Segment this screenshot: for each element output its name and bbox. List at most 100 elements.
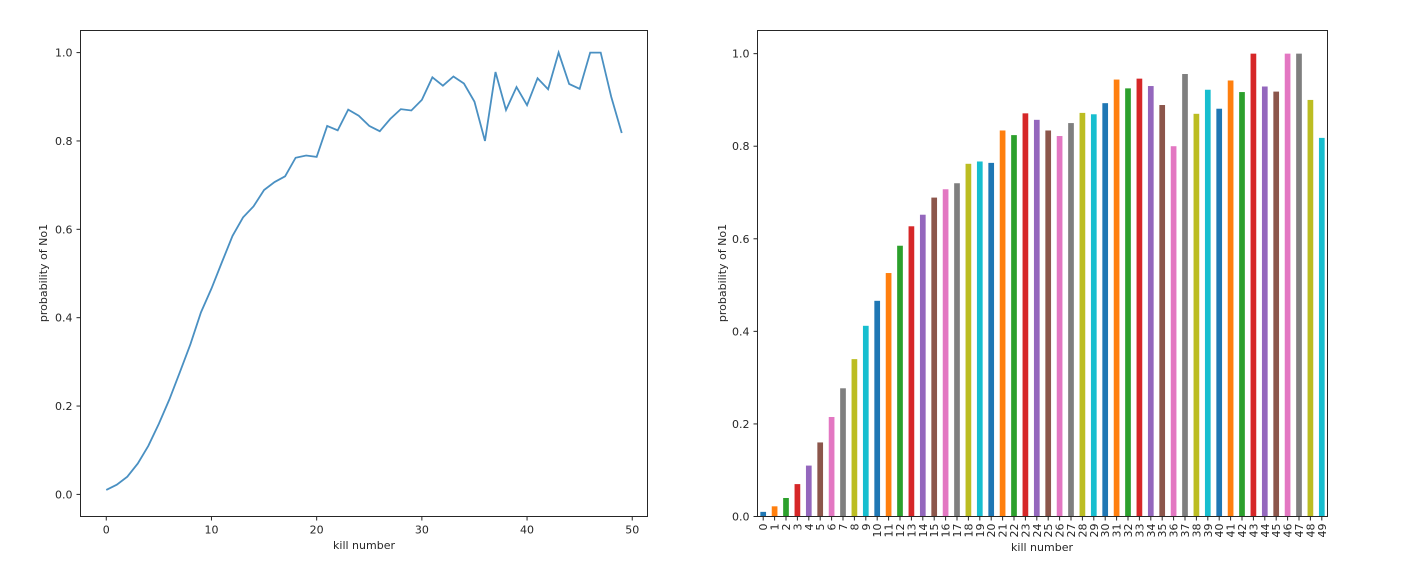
- bar: [1022, 113, 1029, 517]
- bar: [931, 197, 938, 517]
- bar: [1273, 91, 1280, 517]
- bar: [851, 359, 858, 517]
- x-tick-label: 2: [780, 524, 793, 531]
- x-tick-label: 24: [1031, 524, 1044, 538]
- bar: [771, 506, 778, 517]
- bar: [1011, 135, 1017, 517]
- bar: [1204, 89, 1211, 517]
- x-tick-label: 12: [894, 524, 907, 538]
- x-tick-label: 35: [1156, 524, 1169, 538]
- bar-chart-x-axis-label: kill number: [1011, 541, 1073, 554]
- bar: [897, 245, 903, 517]
- y-tick-label: 0.6: [55, 223, 73, 236]
- bar: [1159, 105, 1166, 517]
- x-tick-label: 19: [974, 524, 987, 538]
- bar: [1136, 78, 1143, 517]
- x-tick-label: 20: [985, 524, 998, 538]
- y-tick-label: 0.0: [55, 488, 73, 501]
- bar: [885, 273, 892, 517]
- y-tick-label: 1.0: [732, 48, 750, 61]
- x-tick-label: 22: [1008, 524, 1021, 538]
- y-tick-label: 0.4: [732, 325, 750, 338]
- bar: [874, 300, 881, 517]
- x-tick-label: 15: [928, 524, 941, 538]
- x-tick-label: 10: [204, 524, 218, 537]
- bar: [1033, 119, 1040, 517]
- x-tick-label: 33: [1133, 524, 1146, 538]
- bar: [817, 442, 824, 517]
- bar-chart: 0.00.20.40.60.81.0 012345678910111213141…: [716, 30, 1329, 554]
- x-tick-label: 11: [883, 524, 896, 538]
- x-tick-label: 26: [1054, 524, 1067, 538]
- x-tick-label: 48: [1304, 524, 1317, 538]
- bar: [999, 130, 1006, 517]
- x-tick-label: 40: [1213, 524, 1226, 538]
- x-tick-label: 7: [837, 524, 850, 531]
- y-tick-label: 0.2: [732, 418, 750, 431]
- x-tick-label: 30: [1099, 524, 1112, 538]
- x-tick-label: 47: [1293, 524, 1306, 538]
- bar: [988, 162, 995, 517]
- x-tick-label: 44: [1259, 524, 1272, 538]
- line-chart-frame: [80, 30, 648, 517]
- x-tick-label: 14: [917, 524, 930, 538]
- bar: [908, 226, 915, 517]
- line-chart-x-axis: 0 10 20 30 40 50: [103, 516, 639, 537]
- bar: [1182, 74, 1188, 517]
- bar-chart-frame: [757, 30, 1328, 517]
- bar: [840, 388, 846, 517]
- y-tick-label: 0.8: [732, 140, 750, 153]
- x-tick-label: 30: [415, 524, 429, 537]
- bar: [942, 189, 949, 517]
- bar: [828, 416, 835, 517]
- x-tick-label: 18: [962, 524, 975, 538]
- x-tick-label: 42: [1236, 524, 1249, 538]
- x-tick-label: 40: [520, 524, 534, 537]
- bar: [1318, 137, 1325, 517]
- bar: [1250, 53, 1257, 517]
- x-tick-label: 17: [951, 524, 964, 538]
- x-tick-label: 23: [1019, 524, 1032, 538]
- bar-chart-x-axis: 0123456789101112131415161718192021222324…: [757, 516, 1329, 538]
- x-tick-label: 41: [1225, 524, 1238, 538]
- x-tick-label: 27: [1065, 524, 1078, 538]
- x-tick-label: 29: [1088, 524, 1101, 538]
- x-tick-label: 0: [103, 524, 110, 537]
- x-tick-label: 50: [625, 524, 639, 537]
- x-tick-label: 39: [1202, 524, 1215, 538]
- y-tick-label: 0.8: [55, 135, 73, 148]
- bar: [1125, 88, 1131, 517]
- bar: [1045, 130, 1052, 517]
- x-tick-label: 32: [1122, 524, 1135, 538]
- y-tick-label: 0.6: [732, 233, 750, 246]
- bar: [1079, 112, 1086, 517]
- bar: [1284, 53, 1291, 517]
- x-tick-label: 31: [1111, 524, 1124, 538]
- x-tick-label: 46: [1282, 524, 1295, 538]
- bar: [1261, 86, 1268, 517]
- x-tick-label: 34: [1145, 524, 1158, 538]
- x-tick-label: 16: [940, 524, 953, 538]
- line-chart: 0.0 0.2 0.4 0.6 0.8 1.0 0 10 20 30 40 50 kill numb…: [37, 30, 648, 552]
- x-tick-label: 8: [848, 524, 861, 531]
- x-tick-label: 10: [871, 524, 884, 538]
- bar: [783, 497, 789, 517]
- x-tick-label: 0: [757, 524, 770, 531]
- bar: [1307, 99, 1314, 517]
- y-tick-label: 0.2: [55, 400, 73, 413]
- bar: [1216, 108, 1223, 517]
- y-tick-label: 0.0: [732, 511, 750, 524]
- x-tick-label: 9: [860, 524, 873, 531]
- bar: [1170, 146, 1177, 517]
- x-tick-label: 45: [1270, 524, 1283, 538]
- bar: [760, 511, 767, 517]
- bar: [954, 183, 960, 517]
- x-tick-label: 36: [1168, 524, 1181, 538]
- bar: [919, 214, 926, 517]
- bar: [1090, 114, 1097, 517]
- x-tick-label: 5: [814, 524, 827, 531]
- y-tick-label: 1.0: [55, 47, 73, 60]
- x-tick-label: 21: [997, 524, 1010, 538]
- bar-chart-y-axis-label: probability of No1: [716, 224, 729, 322]
